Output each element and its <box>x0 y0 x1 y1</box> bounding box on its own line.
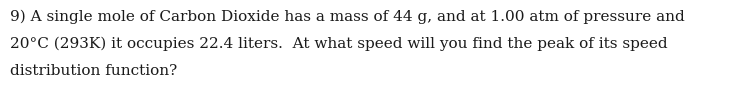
Text: distribution function?: distribution function? <box>10 64 178 78</box>
Text: 9) A single mole of Carbon Dioxide has a mass of 44 g, and at 1.00 atm of pressu: 9) A single mole of Carbon Dioxide has a… <box>10 10 685 24</box>
Text: 20°C (293K) it occupies 22.4 liters.  At what speed will you find the peak of it: 20°C (293K) it occupies 22.4 liters. At … <box>10 37 668 51</box>
